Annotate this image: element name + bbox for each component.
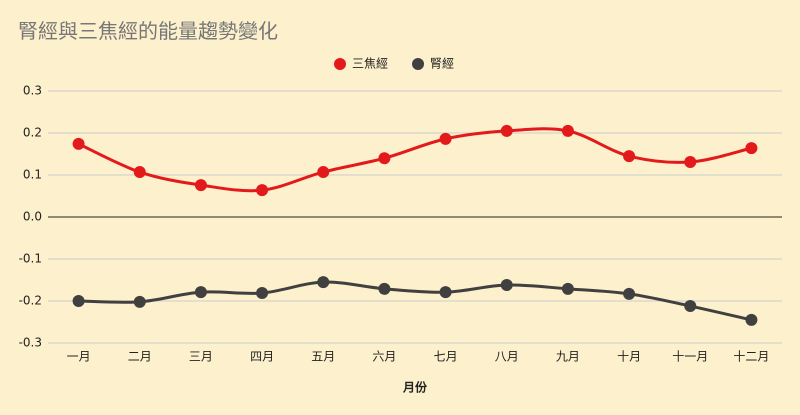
x-tick-label: 四月 [250,350,274,364]
data-point [500,279,513,292]
data-point [378,282,391,295]
y-tick-label: 0.0 [23,210,42,224]
x-tick-label: 八月 [495,350,519,364]
data-point [623,287,636,300]
y-tick-label: -0.1 [19,252,42,266]
data-point [133,295,146,308]
legend-swatch [334,58,346,70]
y-tick-label: 0.1 [23,168,42,182]
legend-label: 三焦經 [352,57,388,71]
data-point [439,132,452,145]
x-tick-label: 十二月 [733,350,769,364]
data-point [194,286,207,299]
x-tick-label: 三月 [189,350,213,364]
y-tick-label: 0.3 [23,84,42,98]
data-point [133,166,146,179]
x-tick-label: 十月 [617,350,641,364]
x-tick-label: 十一月 [672,350,708,364]
data-point [623,150,636,163]
x-axis-label: 月份 [402,380,428,395]
data-point [194,179,207,192]
x-tick-label: 九月 [556,350,580,364]
y-tick-label: 0.2 [23,126,42,140]
legend-label: 腎經 [430,57,454,71]
x-tick-label: 一月 [67,350,91,364]
data-point [745,142,758,155]
x-tick-label: 七月 [434,350,458,364]
data-point [72,137,85,150]
data-point [561,282,574,295]
series-line [77,127,752,193]
data-point [561,124,574,137]
data-point [684,155,697,168]
data-point [256,287,269,300]
x-tick-label: 五月 [311,350,335,364]
y-tick-label: -0.2 [19,294,42,308]
data-point [378,152,391,165]
data-point [500,124,513,137]
x-tick-label: 六月 [372,350,396,364]
legend-swatch [412,58,425,70]
data-point [745,313,758,326]
data-point [317,166,330,179]
y-tick-label: -0.3 [19,336,42,350]
data-point [72,295,85,307]
data-point [439,286,452,299]
data-point [317,276,330,289]
data-point [256,184,269,197]
chart-title: 腎經與三焦經的能量趨勢變化 [18,19,278,43]
x-tick-label: 二月 [128,350,152,364]
data-point [684,300,697,313]
